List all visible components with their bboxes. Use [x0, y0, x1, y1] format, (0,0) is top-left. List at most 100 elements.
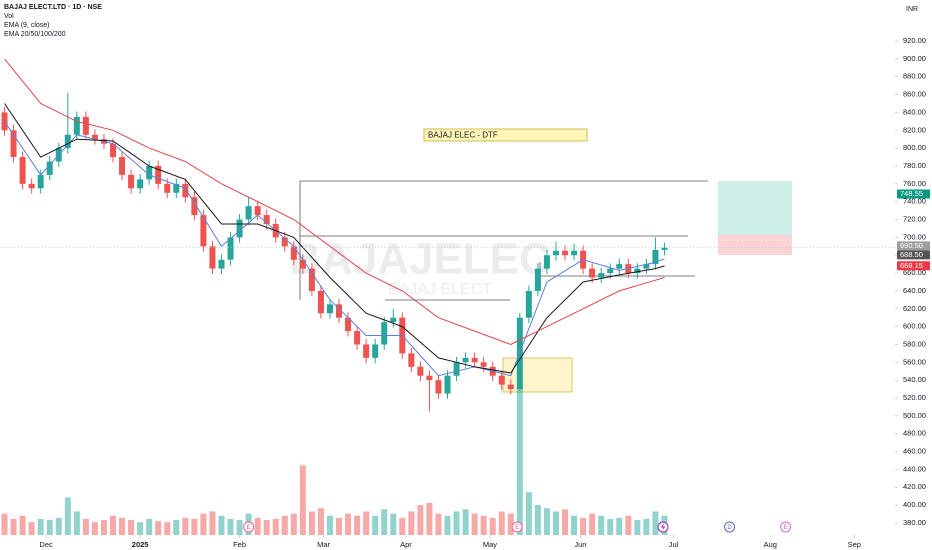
volume-bar: [155, 521, 162, 535]
volume-bar: [453, 511, 460, 535]
candle-body: [10, 130, 17, 158]
volume-bar: [417, 505, 424, 535]
price-badge: [897, 189, 930, 199]
y-tick-label: 620.00: [903, 304, 926, 313]
watermark-symbol: BAJAJELEC: [289, 235, 551, 284]
volume-bar: [580, 517, 587, 535]
candle-body: [444, 375, 451, 394]
event-icon: [243, 521, 255, 533]
annotation-box: [423, 128, 588, 142]
candle-body: [146, 165, 153, 180]
price-badge-label: 690.50: [900, 241, 923, 250]
candle-body: [562, 250, 569, 256]
candle-body: [417, 366, 424, 376]
volume-bar: [182, 517, 189, 535]
candle-body: [453, 362, 460, 376]
volume-bar: [64, 497, 71, 535]
volume-bar: [37, 518, 44, 535]
volume-bar: [534, 505, 541, 535]
volume-bar: [200, 513, 207, 535]
volume-bar: [616, 517, 623, 535]
volume-bar: [444, 515, 451, 535]
candle-body: [200, 215, 207, 247]
drawings: [299, 180, 792, 393]
candle-body: [543, 255, 550, 269]
volume-bar: [19, 515, 26, 535]
volume-bar: [336, 517, 343, 535]
candle-body: [254, 206, 261, 216]
volume-bar: [227, 518, 234, 535]
y-tick-label: 600.00: [903, 322, 926, 331]
volume-bar: [209, 511, 216, 535]
volume-bar: [28, 522, 35, 535]
volume-bar: [317, 508, 324, 535]
candle-body: [498, 375, 505, 385]
y-tick-label: 420.00: [903, 482, 926, 491]
candle-body: [173, 183, 180, 193]
candle-body: [661, 247, 668, 250]
price-badge: [897, 250, 930, 260]
y-tick-label: 560.00: [903, 357, 926, 366]
y-tick-label: 860.00: [903, 90, 926, 99]
volume-bar: [110, 515, 117, 535]
y-tick-label: 840.00: [903, 107, 926, 116]
candle-body: [426, 375, 433, 381]
candle-body: [236, 219, 243, 238]
candle-body: [643, 264, 650, 269]
volume-bar: [46, 520, 53, 535]
volume-bar: [625, 515, 632, 535]
annotation: BAJAJ ELEC - DTF: [428, 131, 498, 140]
indicator-label: Vol: [4, 13, 14, 20]
volume-bar: [390, 513, 397, 535]
candle-body: [82, 116, 89, 135]
event-label: E: [515, 525, 519, 531]
volume-bar: [10, 518, 17, 535]
y-tick-label: 660.00: [903, 268, 926, 277]
volume-bar: [543, 508, 550, 535]
volume-bar: [290, 513, 297, 535]
volume-bar: [55, 517, 62, 535]
candle-body: [471, 357, 478, 363]
price-badge: [897, 241, 930, 251]
candle-body: [1, 112, 8, 131]
y-tick-label: 540.00: [903, 375, 926, 384]
volume-bar: [363, 511, 370, 535]
stop-zone: [718, 235, 792, 255]
volume-bar: [73, 511, 80, 535]
volume-bar: [571, 515, 578, 535]
x-tick-label: Dec: [39, 540, 53, 549]
candle-body: [326, 304, 333, 314]
y-tick-label: 760.00: [903, 179, 926, 188]
volume-bar: [598, 515, 605, 535]
volume-bar: [281, 515, 288, 535]
candle-body: [128, 174, 135, 189]
candle-body: [480, 362, 487, 367]
y-tick-label: 500.00: [903, 411, 926, 420]
indicator-label: EMA (9, close): [4, 22, 50, 29]
y-tick-label: 460.00: [903, 447, 926, 456]
volume-bar: [137, 522, 144, 535]
y-tick-label: 380.00: [903, 518, 926, 527]
candle-body: [652, 249, 659, 265]
currency: INR: [906, 6, 918, 13]
volume-bar: [354, 515, 361, 535]
event-icon: [724, 521, 736, 533]
volume-bar: [562, 509, 569, 535]
demand-zone: [502, 357, 573, 393]
candle-body: [552, 250, 559, 256]
candle-body: [227, 237, 234, 260]
candle-body: [245, 206, 252, 220]
candle-body: [290, 246, 297, 260]
candle-body: [634, 268, 641, 274]
price-badge-label: 668.15: [900, 261, 923, 270]
x-tick-label: Jun: [574, 540, 586, 549]
event-label: E: [784, 525, 788, 531]
y-tick-label: 780.00: [903, 161, 926, 170]
y-tick-label: 820.00: [903, 125, 926, 134]
price-badge-label: 748.55: [900, 189, 923, 198]
candle-body: [191, 197, 198, 216]
volume-bar: [91, 522, 98, 535]
volume-bar: [345, 513, 352, 535]
x-tick-label: Apr: [400, 540, 412, 549]
